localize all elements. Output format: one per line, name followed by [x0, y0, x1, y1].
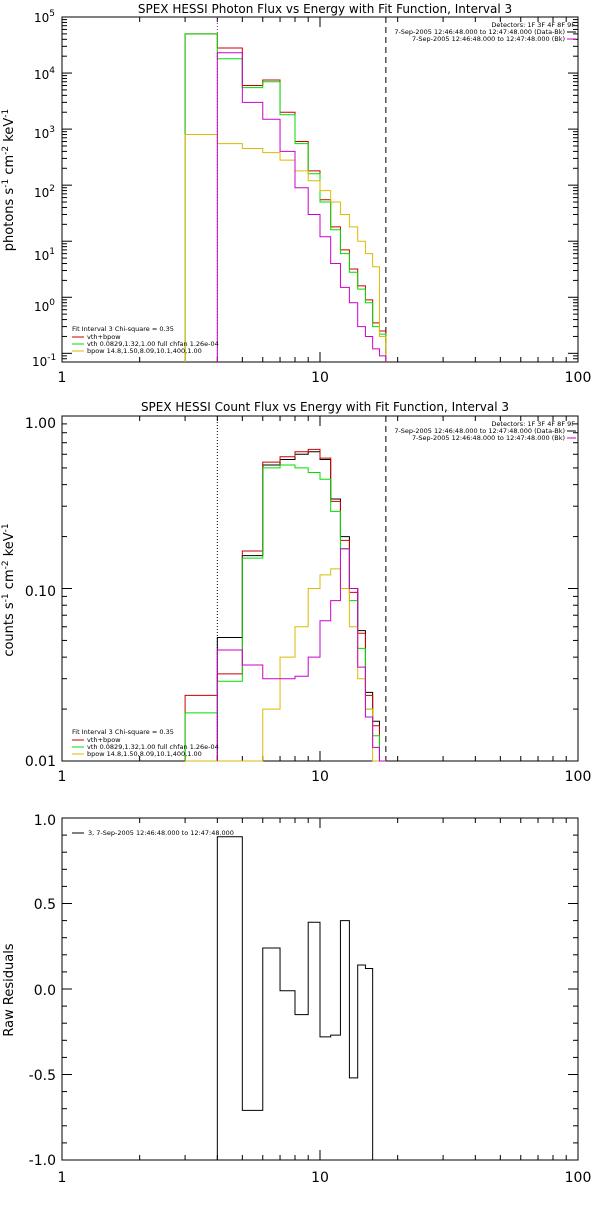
series-line-vth	[185, 465, 386, 761]
count-ytick-label: 0.10	[25, 584, 56, 600]
residuals-step-line	[217, 837, 372, 1160]
series-line-unnamed	[217, 53, 386, 362]
count-xtick-label: 1	[58, 769, 67, 785]
photon-y-axis-label: photons s-1 cm-2 keV-1	[1, 109, 17, 251]
count-bk-interval-text: 7-Sep-2005 12:46:48.000 to 12:47:48.000 …	[412, 434, 565, 442]
spex-figure: SPEX HESSI Photon Flux vs Energy with Fi…	[0, 0, 600, 1200]
photon-panel-title: SPEX HESSI Photon Flux vs Energy with Fi…	[138, 2, 512, 16]
photon-ytick-label: 10-1	[32, 353, 56, 369]
photon-xtick-label: 1	[58, 370, 67, 386]
photon-flux-panel: SPEX HESSI Photon Flux vs Energy with Fi…	[1, 2, 591, 386]
series-line-bpow	[185, 135, 386, 362]
photon-xtick-label: 10	[311, 370, 329, 386]
photon-ytick-label: 105	[34, 9, 55, 25]
residuals-ytick-label: -0.5	[29, 1068, 56, 1084]
residuals-xtick-label: 100	[565, 1170, 592, 1186]
series-line-vth	[185, 34, 386, 362]
residuals-ytick-label: 1.0	[34, 813, 56, 829]
photon-legend-bpow: bpow 14.8,1.50,8.09,10.1,400,1.00	[87, 347, 202, 355]
count-ytick-label: 0.01	[25, 754, 56, 770]
photon-legend-chisq: Fit Interval 3 Chi-square = 0.35	[72, 325, 174, 333]
count-series-group	[185, 449, 386, 761]
residuals-xtick-label: 10	[311, 1170, 329, 1186]
residuals-y-axis-label: Raw Residuals	[2, 943, 17, 1036]
residuals-xtick-label: 1	[58, 1170, 67, 1186]
residuals-ytick-label: 0.0	[34, 983, 56, 999]
count-legend-bpow: bpow 14.8,1.50,8.09,10.1,400,1.00	[87, 750, 202, 758]
spex-figure-svg: SPEX HESSI Photon Flux vs Energy with Fi…	[0, 0, 600, 1200]
series-line-vth-bpow	[185, 449, 386, 761]
count-panel-title: SPEX HESSI Count Flux vs Energy with Fit…	[141, 400, 509, 414]
photon-xtick-label: 100	[565, 370, 592, 386]
series-line-vth-bpow	[185, 34, 386, 362]
count-y-axis-label: counts s-1 cm-2 keV-1	[1, 523, 17, 656]
photon-ytick-label: 104	[34, 66, 55, 82]
count-legend-chisq: Fit Interval 3 Chi-square = 0.35	[72, 728, 174, 736]
residuals-ytick-label: -1.0	[29, 1153, 56, 1169]
photon-ytick-label: 100	[34, 298, 55, 314]
residuals-ytick-label: 0.5	[34, 897, 56, 913]
series-line-bpow	[185, 569, 386, 761]
series-line-unnamed	[217, 452, 379, 761]
photon-ytick-label: 103	[34, 125, 55, 141]
photon-series-group	[185, 34, 386, 362]
photon-bk-interval-text: 7-Sep-2005 12:46:48.000 to 12:47:48.000 …	[412, 35, 565, 43]
residuals-legend-text: 3, 7-Sep-2005 12:46:48.000 to 12:47:48.0…	[88, 829, 234, 837]
count-ytick-label: 1.00	[25, 416, 56, 432]
count-xtick-label: 10	[311, 769, 329, 785]
residuals-panel: 1 10 100 -1.0 -0.5 0.0 0.5 1.0 Raw Resid…	[2, 813, 591, 1186]
count-flux-panel: SPEX HESSI Count Flux vs Energy with Fit…	[1, 400, 591, 785]
count-xtick-label: 100	[565, 769, 592, 785]
residuals-series-group	[217, 837, 372, 1160]
photon-ytick-label: 101	[34, 247, 55, 263]
photon-ytick-label: 102	[34, 184, 55, 200]
